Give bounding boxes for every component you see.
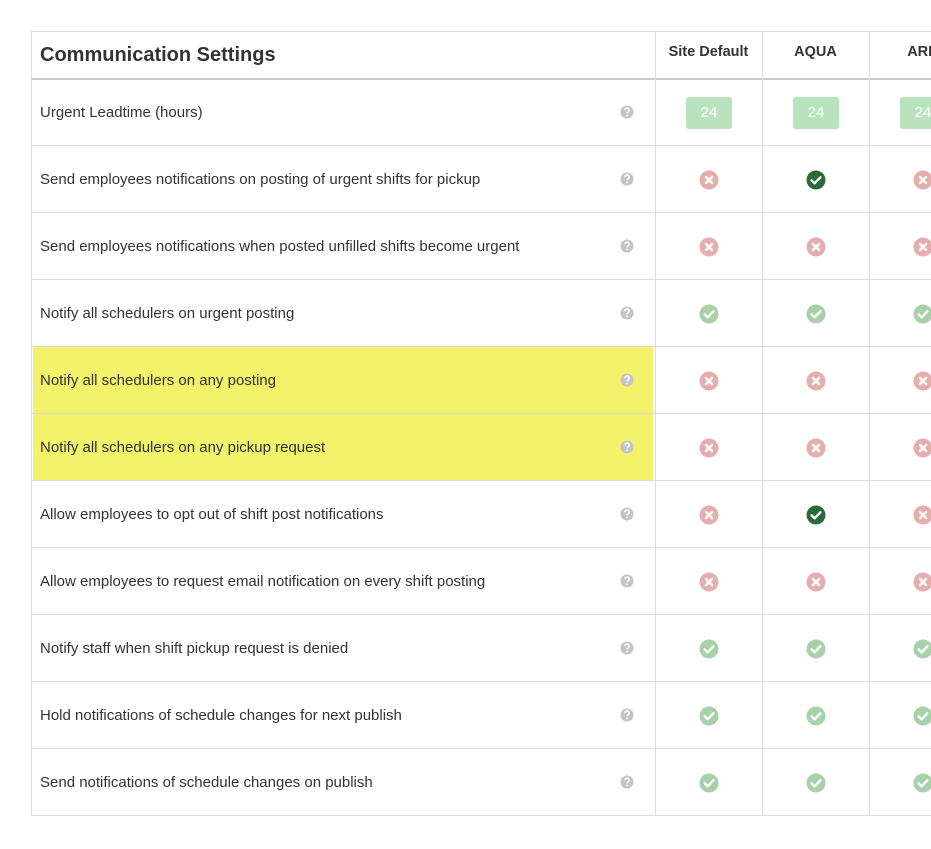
column-header: Site Default [668,44,749,60]
help-icon [620,105,634,118]
cross-icon [913,170,931,189]
cross-icon [913,505,931,524]
setting-label: Notify staff when shift pickup request i… [40,640,349,657]
cross-icon [806,371,826,390]
leadtime-value: 24 [900,96,931,129]
setting-label: Send employees notifications when posted… [40,238,520,255]
check-icon [913,706,931,725]
check-icon [699,639,719,658]
check-icon [913,773,931,792]
column-border [869,31,870,816]
row-border [31,815,931,816]
check-icon [806,773,826,792]
help-icon [620,306,634,319]
check-icon [806,639,826,658]
help-icon [620,239,634,252]
row-border [31,145,931,146]
check-icon-set [806,505,826,524]
row-border [31,480,931,481]
leadtime-value: 24 [793,96,839,129]
cross-icon [699,170,719,189]
setting-label: Allow employees to opt out of shift post… [40,506,384,523]
row-highlight [33,414,653,481]
leadtime-value: 24 [686,96,732,129]
check-icon [699,773,719,792]
table-title: Communication Settings [40,44,276,66]
cross-icon [913,572,931,591]
row-border [31,547,931,548]
help-icon [620,373,634,386]
column-border [655,31,656,816]
cross-icon [699,371,719,390]
column-header: AQUA [794,44,837,60]
check-icon [806,304,826,323]
cross-icon [913,438,931,457]
header-border [31,78,931,80]
help-icon [620,708,634,721]
check-icon-set [806,170,826,189]
cross-icon [913,237,931,256]
row-border [31,346,931,347]
cross-icon [806,237,826,256]
row-border [31,748,931,749]
setting-label: Allow employees to request email notific… [40,573,486,590]
column-header: ARE [907,44,931,60]
cross-icon [699,237,719,256]
setting-label: Send employees notifications on posting … [40,171,481,188]
cross-icon [699,438,719,457]
cross-icon [913,371,931,390]
cross-icon [806,438,826,457]
help-icon [620,641,634,654]
row-border [31,212,931,213]
check-icon [913,639,931,658]
setting-label: Notify all schedulers on urgent posting [40,305,295,322]
table-border-top [31,31,931,32]
help-icon [620,775,634,788]
help-icon [620,172,634,185]
row-border [31,681,931,682]
setting-label: Send notifications of schedule changes o… [40,774,373,791]
column-border [762,31,763,816]
row-border [31,614,931,615]
setting-label: Notify all schedulers on any pickup requ… [40,439,326,456]
setting-label: Urgent Leadtime (hours) [40,104,203,121]
check-icon [699,706,719,725]
help-icon [620,574,634,587]
setting-label: Notify all schedulers on any posting [40,372,276,389]
cross-icon [699,572,719,591]
cross-icon [699,505,719,524]
check-icon [806,706,826,725]
check-icon [699,304,719,323]
row-border [31,279,931,280]
cross-icon [806,572,826,591]
help-icon [620,440,634,453]
check-icon [913,304,931,323]
setting-label: Hold notifications of schedule changes f… [40,707,402,724]
row-highlight [33,347,653,414]
row-border [31,413,931,414]
help-icon [620,507,634,520]
table-border-left [31,31,32,816]
